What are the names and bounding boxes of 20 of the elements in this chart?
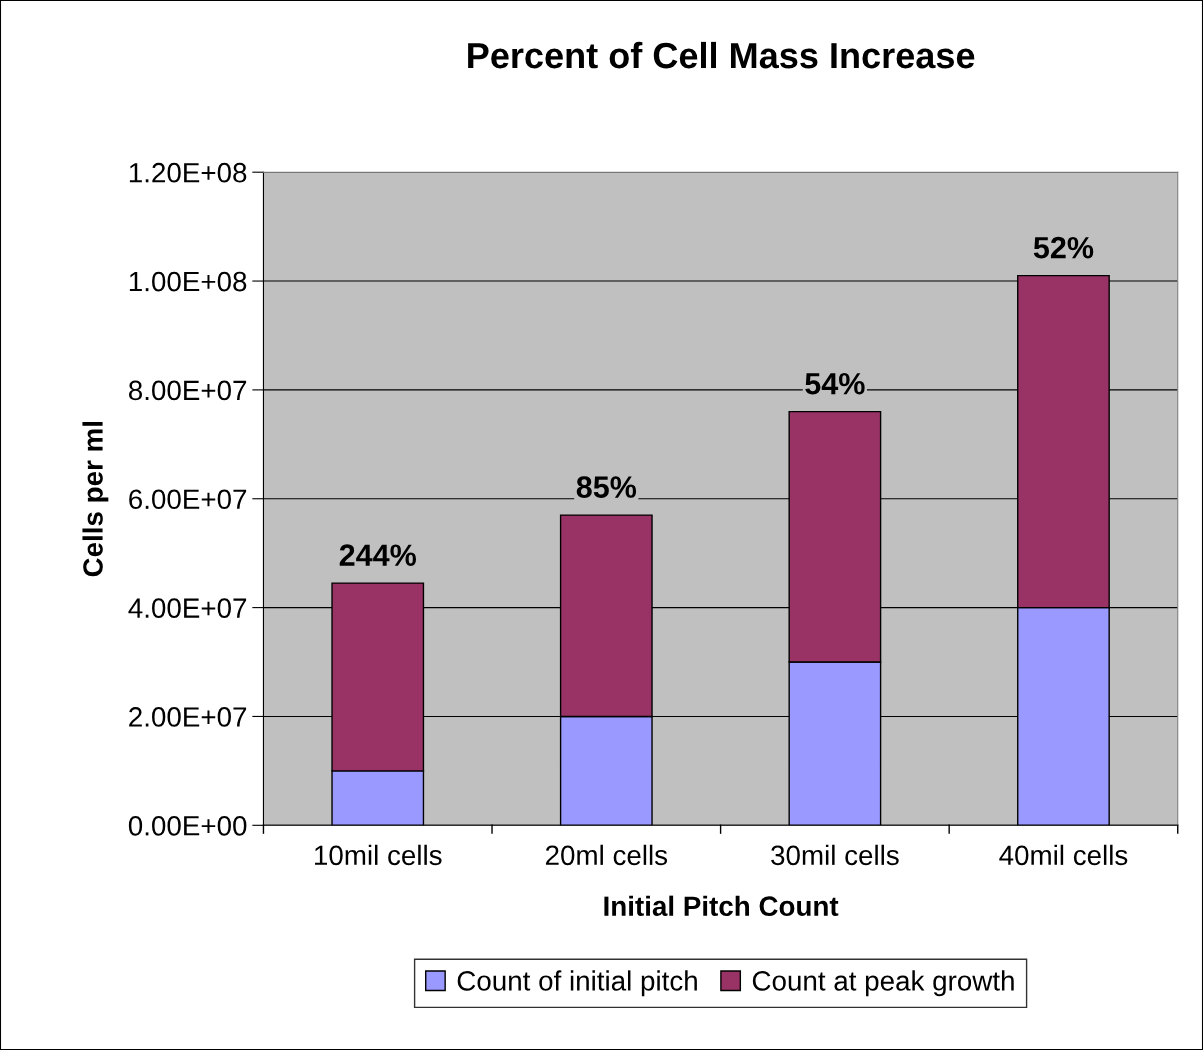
y-tick-label: 4.00E+07 xyxy=(128,598,247,618)
annotation: 85% xyxy=(576,476,637,498)
y-tick-label: 0.00E+00 xyxy=(128,815,247,836)
legend-label: Count of initial pitch xyxy=(457,970,697,997)
x-tick-label: 10mil cells xyxy=(315,844,442,866)
y-tick-label: 1.00E+08 xyxy=(129,271,247,292)
y-tick-label: 2.00E+07 xyxy=(129,707,247,727)
annotation: 52% xyxy=(1033,236,1094,259)
y-tick-label: 1.20E+08 xyxy=(129,162,247,183)
y-tick-label: 8.00E+07 xyxy=(128,380,247,401)
y-tick-label: 6.00E+07 xyxy=(129,489,247,510)
annotation: 54% xyxy=(805,372,865,395)
legend-label: Count at peak growth xyxy=(752,970,1014,997)
x-tick-label: 20ml cells xyxy=(545,844,668,866)
y-axis-title: Cells per ml xyxy=(82,421,109,577)
annotation: 244% xyxy=(339,544,417,566)
chart-title: Percent of Cell Mass Increase xyxy=(468,41,975,69)
x-tick-label: 40mil cells xyxy=(999,844,1128,866)
x-tick-label: 30mil cells xyxy=(771,844,899,866)
x-axis-title: Initial Pitch Count xyxy=(604,895,839,917)
